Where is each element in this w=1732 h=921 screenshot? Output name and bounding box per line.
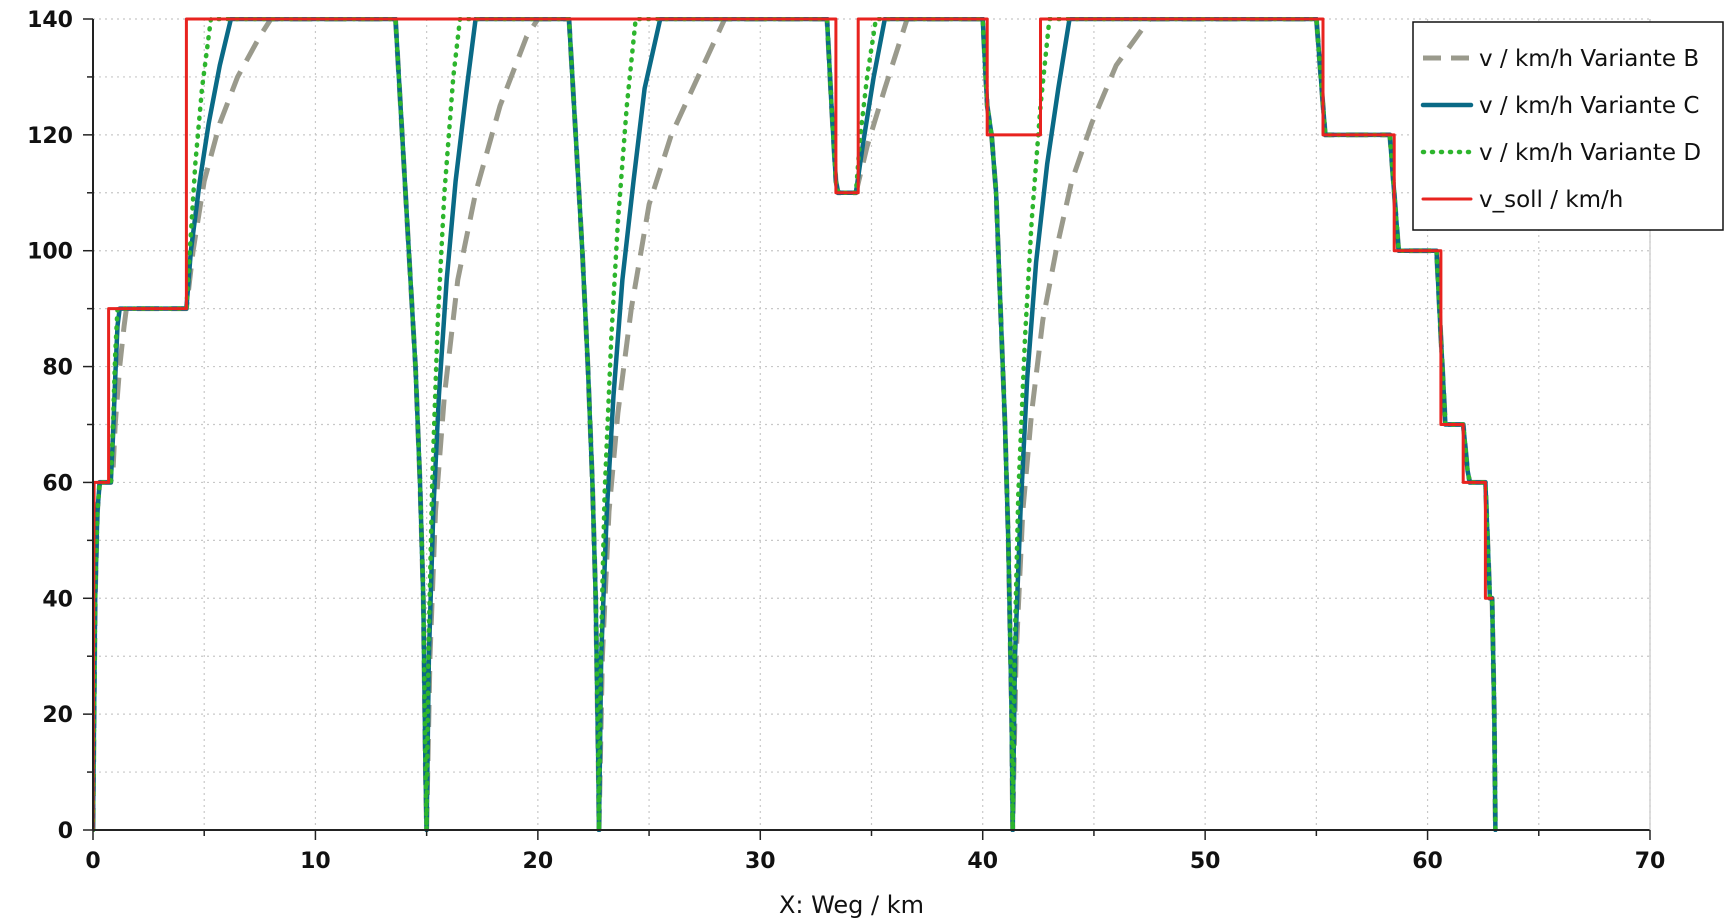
legend-label-2: v / km/h Variante C [1479,93,1699,119]
y-tick-label: 120 [27,124,73,149]
y-tick-label: 60 [42,471,73,496]
x-axis-title: X: Weg / km [779,891,924,919]
x-tick-label: 40 [967,849,998,874]
legend-label-4: v_soll / km/h [1479,187,1623,213]
x-tick-label: 0 [85,849,100,874]
x-tick-label: 20 [523,849,554,874]
grid [93,18,1651,830]
x-tick-label: 30 [745,849,776,874]
x-tick-label: 70 [1635,849,1666,874]
ticks: 0 10 20 30 40 50 60 70 0 20 40 60 80 100 120 140 [27,8,1665,874]
y-tick-label: 20 [42,703,73,728]
x-tick-label: 10 [300,849,331,874]
series-line-4 [93,17,1494,832]
y-tick-label: 80 [42,356,73,381]
legend-label-3: v / km/h Variante D [1479,140,1701,166]
y-tick-label: 40 [42,587,73,612]
x-tick-label: 60 [1412,849,1443,874]
y-tick-label: 0 [58,819,73,844]
y-tick-label: 100 [27,240,73,265]
legend-label-1: v / km/h Variante B [1479,46,1699,72]
legend: v / km/h Variante B v / km/h Variante C v … [1412,21,1724,231]
series-lines [93,17,1498,832]
x-tick-label: 50 [1190,849,1221,874]
y-tick-label: 140 [27,8,73,33]
